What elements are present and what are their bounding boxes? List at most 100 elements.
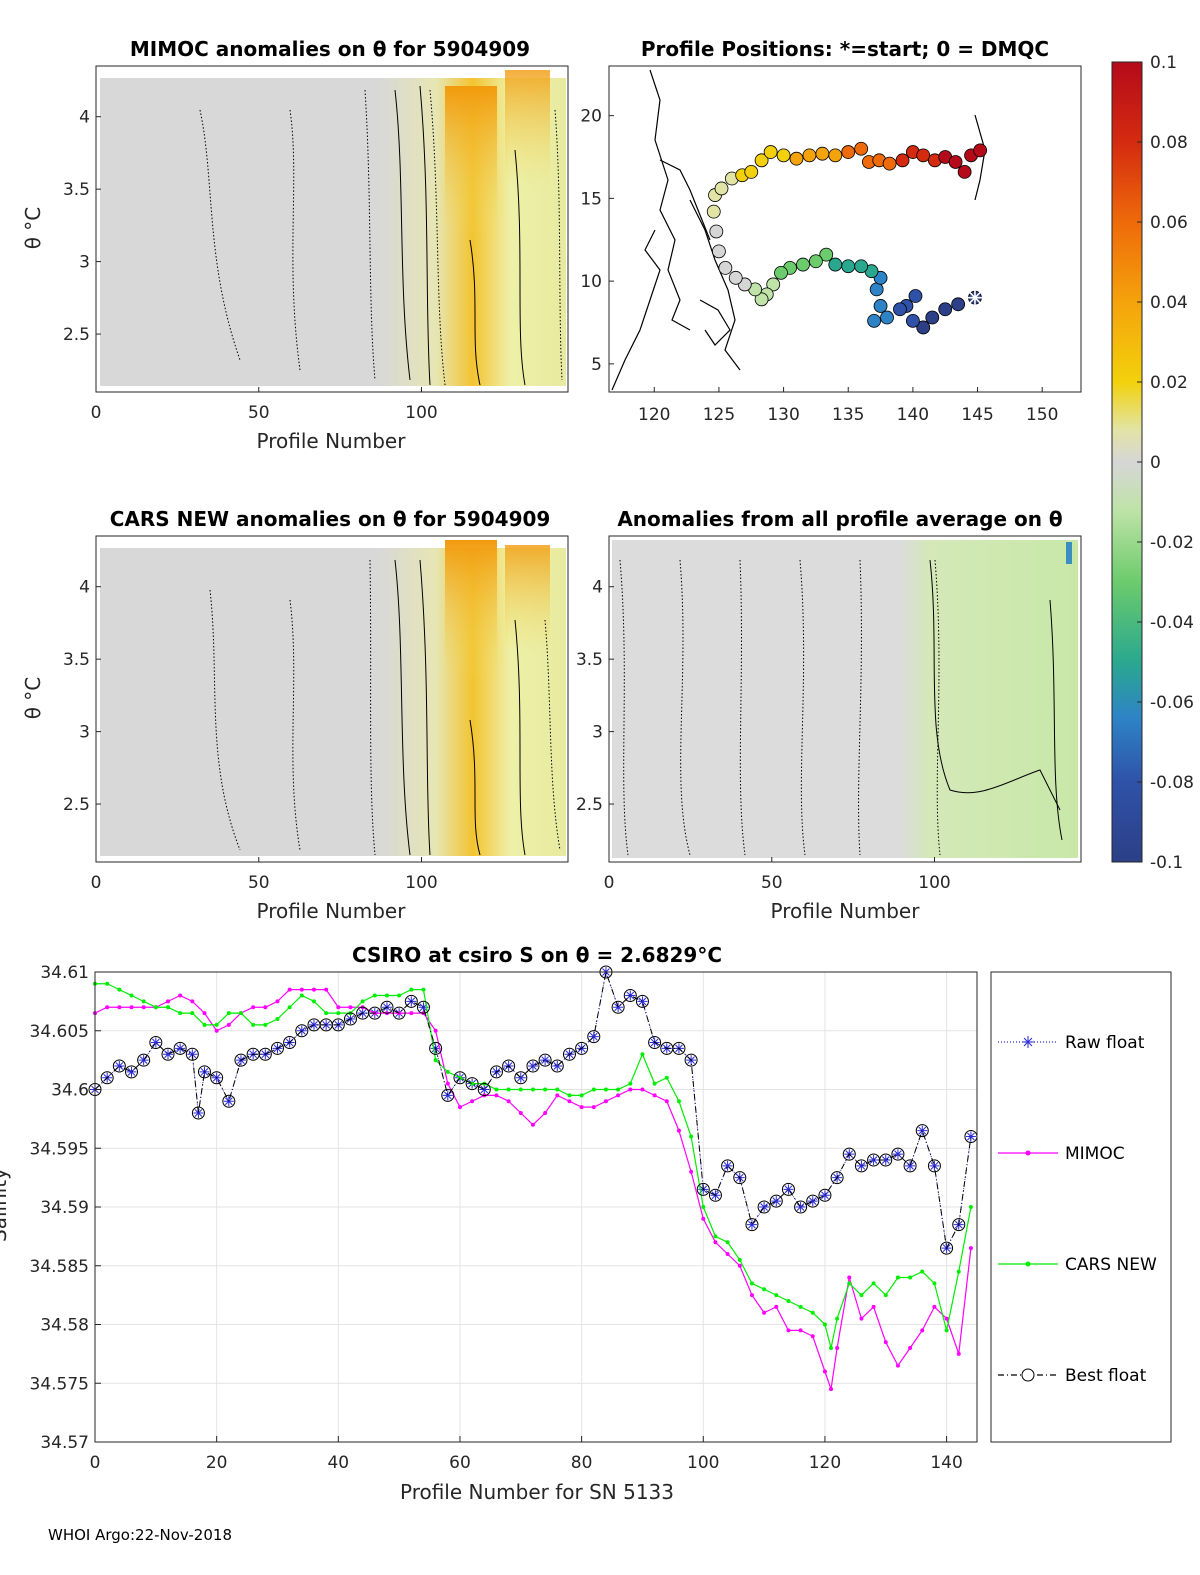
track-point <box>951 297 966 312</box>
track-point <box>789 151 804 166</box>
data-point <box>932 1304 937 1309</box>
data-point <box>441 1088 455 1102</box>
data-point <box>324 1011 329 1016</box>
x-tick-label: 130 <box>767 405 799 425</box>
data-point <box>613 1002 624 1013</box>
cars-new-line <box>95 983 972 1349</box>
data-point <box>640 1087 645 1092</box>
mimoc-solid-contours <box>394 85 526 386</box>
data-point <box>418 1002 429 1013</box>
data-point <box>591 1087 596 1092</box>
data-point <box>173 1041 187 1055</box>
data-point <box>263 1022 268 1027</box>
y-tick-label: 34.59 <box>40 1198 89 1218</box>
data-point <box>518 1111 523 1115</box>
track-point <box>854 141 869 156</box>
data-point <box>331 1018 345 1032</box>
track-point <box>774 265 788 280</box>
data-point <box>696 1182 710 1196</box>
track-point <box>754 153 769 168</box>
track-point <box>916 320 931 335</box>
data-point <box>162 1049 173 1060</box>
salinity-series <box>88 965 978 1392</box>
salinity-legend: Raw float MIMOC CARS NEW Best float <box>990 971 1172 1443</box>
legend-label: Best float <box>1065 1366 1147 1386</box>
data-point <box>579 1105 584 1110</box>
data-point <box>433 1058 438 1063</box>
track-point <box>706 204 721 219</box>
data-point <box>210 1071 224 1085</box>
data-point <box>409 987 414 992</box>
data-point <box>494 1093 499 1098</box>
data-point <box>105 1005 110 1010</box>
colorbar-tick-label: -0.06 <box>1150 693 1194 713</box>
data-point <box>774 1304 779 1309</box>
data-point <box>903 1159 917 1173</box>
data-point <box>295 1024 309 1038</box>
data-point <box>794 1200 808 1214</box>
track-point <box>709 224 724 239</box>
track-point <box>728 270 743 285</box>
data-point <box>214 1022 219 1027</box>
y-tick-label: 4 <box>79 108 90 128</box>
y-tick-label: 20 <box>580 107 602 127</box>
data-point <box>234 1053 248 1067</box>
data-point <box>299 993 304 998</box>
colorbar-ticks: 0.1 0.08 0.06 0.04 0.02 0 -0.02 -0.04 -0.06 -0.08… <box>1137 53 1194 873</box>
data-point <box>153 1005 158 1010</box>
colorbar-tick-label: 0.02 <box>1150 373 1188 393</box>
cars-xlabel: Profile Number <box>257 899 407 923</box>
positions-yticks: 5 10 15 20 <box>580 107 614 375</box>
data-point <box>530 1122 535 1127</box>
data-point <box>409 1011 414 1016</box>
y-tick-label: 34.595 <box>30 1139 89 1159</box>
x-tick-label: 150 <box>1026 405 1058 425</box>
allavg-title: Anomalies from all profile average on θ <box>617 507 1062 531</box>
y-tick-label: 10 <box>580 272 602 292</box>
track-point <box>905 313 920 328</box>
data-point <box>708 1188 722 1202</box>
data-point <box>175 1043 186 1054</box>
data-point <box>185 1047 199 1061</box>
data-point <box>588 1031 599 1042</box>
x-tick-label: 80 <box>571 1453 593 1473</box>
data-point <box>105 981 110 986</box>
data-point <box>952 1218 966 1232</box>
x-tick-label: 135 <box>832 405 864 425</box>
data-point <box>648 1036 662 1049</box>
colorbar-tick-label: 0.1 <box>1150 53 1177 73</box>
data-point <box>637 996 648 1007</box>
x-tick-label: 140 <box>897 405 929 425</box>
data-point <box>737 1257 742 1262</box>
data-point <box>722 1160 733 1171</box>
track-point <box>908 289 923 303</box>
mimoc-line <box>94 989 972 1390</box>
data-point <box>138 1055 149 1066</box>
data-point <box>859 1293 864 1298</box>
cars-xticks: 0 50 100 <box>91 857 438 893</box>
legend-marker <box>1021 1368 1035 1382</box>
data-point <box>489 1065 503 1079</box>
data-point <box>725 1252 730 1256</box>
data-point <box>129 1005 134 1010</box>
salinity-chart: CSIRO at csiro S on θ = 2.6829°C 0 20 40 60… <box>0 943 978 1504</box>
track-point <box>828 148 843 163</box>
y-tick-label: 3.5 <box>576 650 603 670</box>
data-point <box>652 1093 657 1098</box>
x-tick-label: 120 <box>638 405 670 425</box>
salinity-yticks: 34.57 34.575 34.58 34.585 34.59 34.595 34.6 34.… <box>30 963 101 1453</box>
data-point <box>664 1075 669 1080</box>
data-point <box>635 994 649 1008</box>
data-point <box>871 1281 876 1286</box>
data-point <box>251 1005 256 1010</box>
data-point <box>908 1346 913 1350</box>
track-point <box>867 313 881 328</box>
x-tick-label: 0 <box>91 873 102 893</box>
track-point <box>873 299 888 313</box>
data-point <box>477 1083 491 1096</box>
data-point <box>920 1269 925 1274</box>
allavg-xlabel: Profile Number <box>771 899 921 923</box>
data-point <box>191 1106 205 1120</box>
data-point <box>757 1200 771 1214</box>
data-point <box>883 1293 888 1298</box>
